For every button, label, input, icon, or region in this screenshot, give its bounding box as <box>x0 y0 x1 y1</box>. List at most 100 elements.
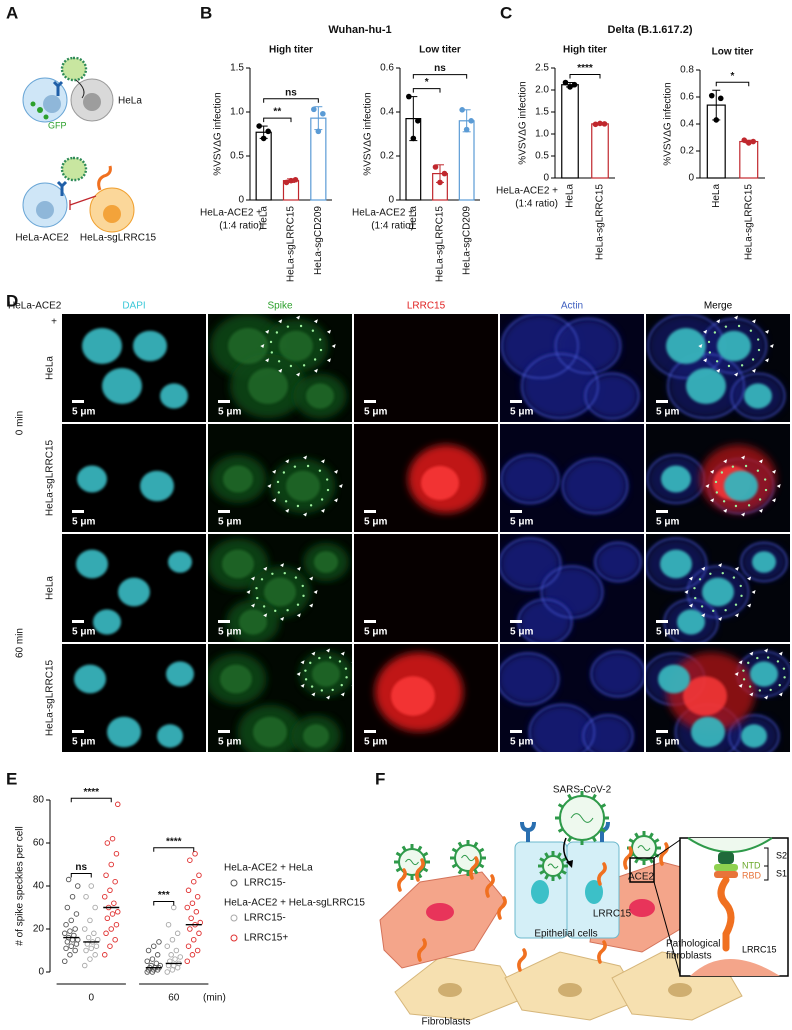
arrowhead <box>313 590 318 594</box>
arrowhead <box>278 368 283 373</box>
spike-s2 <box>718 852 734 864</box>
arrowhead <box>723 508 728 513</box>
arrowhead <box>280 563 284 568</box>
cell-body <box>518 599 572 642</box>
speckle <box>734 504 738 508</box>
image-background <box>354 314 498 422</box>
scale-bar-label: 5 μm <box>218 407 241 418</box>
spike-ntd <box>714 864 738 871</box>
speckle <box>758 689 762 692</box>
speckle <box>260 578 264 581</box>
data-point <box>92 904 98 911</box>
speckle <box>277 360 281 363</box>
arrowhead <box>278 319 283 324</box>
nucleus <box>303 724 329 748</box>
data-point <box>459 107 465 113</box>
panel-label: C <box>500 3 512 22</box>
y-axis-label: # of spike speckles per cell <box>15 826 26 946</box>
nucleus <box>312 661 340 687</box>
scale-bar <box>364 620 376 623</box>
data-point <box>432 164 439 170</box>
y-tick-label: 0 <box>388 195 394 206</box>
data-point <box>192 851 198 857</box>
nucleus <box>585 880 603 904</box>
nucleus <box>717 330 751 362</box>
cell-edge <box>540 565 604 619</box>
arrowhead <box>764 329 769 334</box>
nucleus <box>140 470 174 502</box>
significance-label: * <box>425 77 429 88</box>
data-point <box>292 176 299 183</box>
cell-edge <box>582 714 634 752</box>
arrowhead <box>703 358 708 363</box>
y-tick-label: 0.5 <box>535 151 549 162</box>
nucleus <box>286 470 320 502</box>
data-point <box>63 945 69 952</box>
arrowhead <box>566 860 573 868</box>
significance-label: ns <box>434 63 446 74</box>
speckle <box>286 325 290 328</box>
arrowhead <box>734 613 739 618</box>
data-point <box>108 861 114 868</box>
legend-marker <box>230 934 238 942</box>
bar <box>739 140 759 179</box>
nucleus <box>103 205 121 223</box>
micrograph: 5 μm <box>62 424 206 532</box>
speckle <box>756 656 759 660</box>
scale-bar-label: 5 μm <box>218 627 241 638</box>
legend-group: HeLa-ACE2 + HeLa-sgLRRC15 <box>224 898 365 909</box>
data-point <box>194 947 201 954</box>
speckle <box>740 594 743 598</box>
micrograph: 5 μm <box>500 644 644 752</box>
y-tick-label: 0.6 <box>680 92 694 103</box>
nucleus <box>76 549 108 579</box>
y-tick-label: 0.5 <box>230 151 244 162</box>
data-point <box>113 921 120 928</box>
speckle <box>720 471 724 474</box>
data-point <box>103 872 109 879</box>
y-tick-label: 0.4 <box>380 107 394 118</box>
speckle <box>721 571 724 575</box>
scale-bar <box>364 730 376 733</box>
significance-bracket <box>70 797 112 803</box>
x-tick-label: HeLa-sgLRRC15 <box>743 184 754 261</box>
data-point <box>153 960 160 967</box>
cell-edge <box>667 353 745 419</box>
x-tick-label: HeLa-sgLRRC15 <box>435 206 446 283</box>
cell-edge <box>740 542 788 582</box>
speckle <box>269 340 273 344</box>
data-point <box>111 900 117 906</box>
significance-bracket <box>263 117 292 123</box>
scale-bar-label: 5 μm <box>656 737 679 748</box>
cell-body <box>595 542 641 582</box>
data-point <box>196 930 202 937</box>
arrowhead <box>701 613 706 618</box>
speckle <box>344 667 348 670</box>
speckle <box>319 348 323 352</box>
channel-header: Actin <box>561 301 583 312</box>
y-tick-label: 2.0 <box>535 85 549 96</box>
time-label: 60 min <box>15 628 26 658</box>
speckle <box>338 660 342 663</box>
speckle <box>707 340 711 344</box>
y-tick-label: 0 <box>688 173 694 184</box>
data-point <box>741 137 748 143</box>
arrowhead <box>716 319 721 324</box>
data-point <box>410 135 417 142</box>
y-tick-label: 0.2 <box>380 151 394 162</box>
data-point <box>74 883 81 889</box>
speckle <box>756 469 760 472</box>
micrograph: 5 μm <box>208 424 352 532</box>
data-point <box>193 909 200 915</box>
data-point <box>73 911 80 917</box>
arrowhead <box>326 648 330 653</box>
speckle <box>763 478 767 481</box>
virus <box>60 56 88 82</box>
data-point <box>63 921 69 928</box>
speckle <box>766 656 770 659</box>
nucleus <box>102 368 142 404</box>
arrowhead <box>246 590 251 594</box>
scale-bar-label: 5 μm <box>218 737 241 748</box>
arrowhead <box>300 660 305 665</box>
data-point <box>68 917 74 924</box>
